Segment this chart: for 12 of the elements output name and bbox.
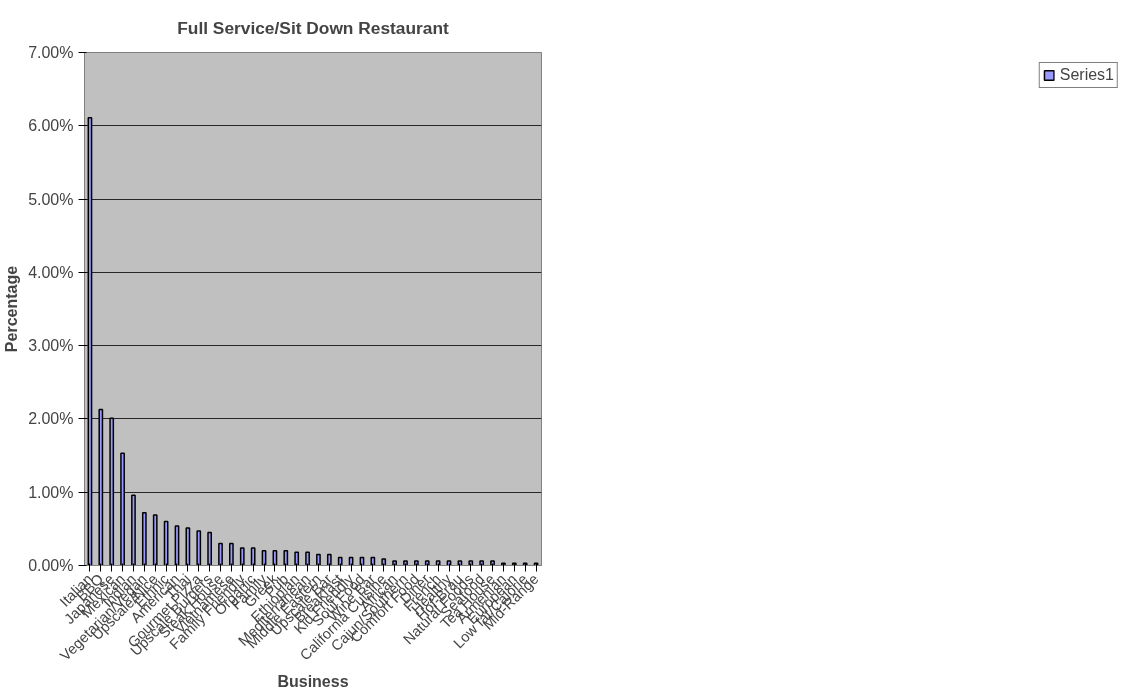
y-tick-label: 7.00% bbox=[28, 44, 74, 61]
y-tick-label: 0.00% bbox=[28, 557, 74, 574]
y-tick-label: 2.00% bbox=[28, 410, 74, 428]
chart-title: Full Service/Sit Down Restaurant bbox=[177, 17, 449, 38]
legend-label: Series1 bbox=[1059, 66, 1114, 84]
y-tick-label: 4.00% bbox=[28, 263, 74, 281]
y-tick-label: 5.00% bbox=[28, 190, 74, 208]
y-tick-label: 1.00% bbox=[28, 483, 74, 501]
y-tick-label: 6.00% bbox=[28, 117, 74, 135]
y-axis-title: Percentage bbox=[3, 265, 21, 353]
x-axis-title: Business bbox=[277, 672, 349, 690]
y-tick-label: 3.00% bbox=[28, 337, 74, 355]
